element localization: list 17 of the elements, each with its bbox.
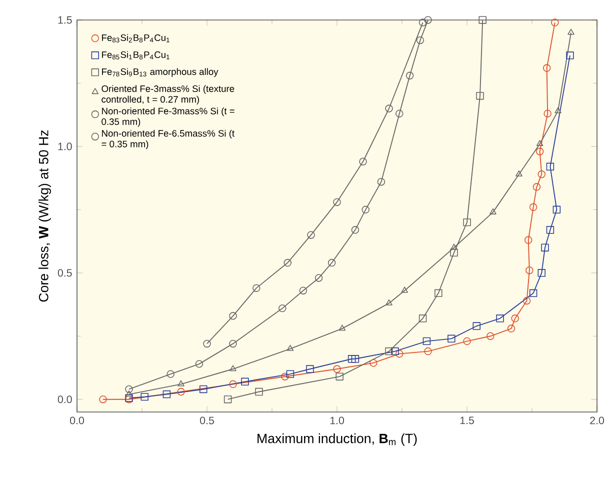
text: Fe$_{85}$Si$_{1}$B$_{8}$P$_{4}$Cu$_{1}$ <box>102 50 170 60</box>
y-tick-label: 0.5 <box>58 268 72 277</box>
y-tick-label: 1.5 <box>58 16 72 24</box>
text: Fe$_{83}$Si$_{2}$B$_{8}$P$_{4}$Cu$_{1}$ <box>102 34 170 42</box>
x-tick-label: 1.0 <box>330 416 344 424</box>
legend-label: Non-oriented Fe-6.5mass% Si (t = 0.35 mm) <box>102 130 234 150</box>
x-tick-label: 2.0 <box>590 416 604 424</box>
y-axis-title: Core loss, W (W/kg) at 50 Hz <box>38 130 51 302</box>
legend-label: Non-oriented Fe-3mass% Si (t = 0.35 mm) <box>102 107 234 127</box>
legend-label: Fe$_{78}$Si$_{9}$B$_{13}$ amorphous alloy <box>102 68 218 77</box>
x-tick-label: 0.0 <box>70 416 84 424</box>
legend-label: Oriented Fe-3mass% Si (texture controlled, t = 0.27 mm) <box>102 84 234 104</box>
y-tick-label: 0.0 <box>58 395 72 403</box>
x-tick-label: 1.5 <box>460 416 474 424</box>
x-axis-title: Maximum induction, B$_{m}$ (T) <box>258 433 417 446</box>
x-tick-label: 0.5 <box>200 416 214 424</box>
y-tick-label: 1.0 <box>58 142 72 150</box>
